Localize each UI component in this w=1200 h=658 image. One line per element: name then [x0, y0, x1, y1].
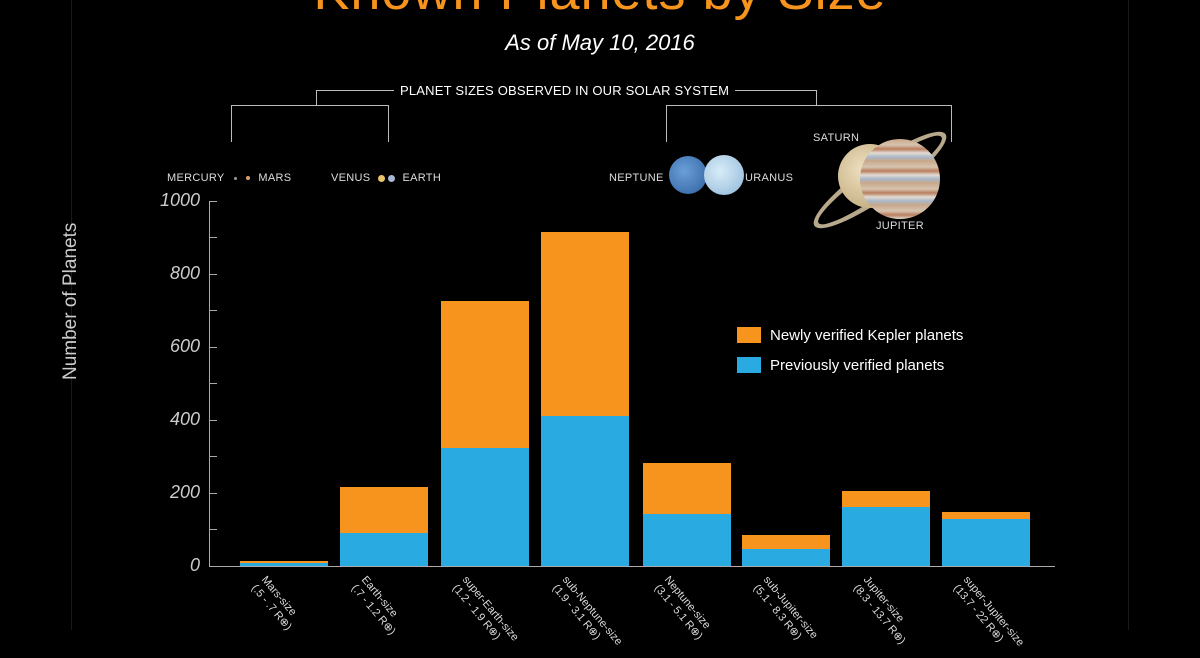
chart-title: Known Planets by Size	[0, 0, 1200, 22]
mars-icon	[246, 176, 251, 181]
mercury-label: MERCURY	[167, 172, 225, 184]
legend-item-previously: Previously verified planets	[737, 350, 963, 380]
bar-sub-neptune-size	[541, 232, 629, 566]
x-tick-label: super-Earth-size (1.2 - 1.9 R⊕)	[449, 574, 521, 644]
bar-super-earth-size	[441, 301, 529, 566]
bar-sub-jupiter-size	[742, 535, 830, 566]
chart-subtitle: As of May 10, 2016	[505, 30, 695, 55]
y-tick-label: 800	[169, 263, 200, 283]
jupiter-icon	[860, 139, 940, 219]
y-axis-label: Number of Planets	[60, 222, 81, 380]
legend-item-newly: Newly verified Kepler planets	[737, 320, 963, 350]
x-tick-label: sub-Neptune-size (1.9 - 3.1 R⊕)	[549, 574, 625, 648]
bracket-label: PLANET SIZES OBSERVED IN OUR SOLAR SYSTE…	[394, 83, 736, 98]
x-tick-label: Neptune-size (3.1 - 5.1 R⊕)	[651, 574, 713, 643]
bar-earth-size	[340, 487, 428, 566]
bar-super-jupiter-size	[942, 512, 1030, 566]
mars-label: MARS	[258, 172, 292, 184]
x-tick-label: Jupiter-size (8.3 - 13.7 R⊕)	[850, 574, 908, 647]
uranus-label: URANUS	[745, 172, 794, 184]
y-tick-label: 200	[169, 482, 200, 502]
x-tick-label: sub-Jupiter-size (5.1 - 8.3 R⊕)	[750, 574, 820, 643]
bar-jupiter-size	[842, 491, 930, 566]
y-axis-line	[209, 201, 210, 567]
y-tick-label: 0	[189, 555, 200, 575]
x-tick-label: Earth-size (.7 - 1.2 R⊕)	[348, 574, 400, 638]
saturn-label: SATURN	[813, 132, 860, 144]
right-frame-edge	[1128, 0, 1129, 630]
bar-mars-size	[240, 561, 328, 566]
neptune-label: NEPTUNE	[609, 172, 664, 184]
neptune-icon	[669, 156, 707, 194]
venus-icon	[377, 174, 385, 182]
y-tick-label: 600	[169, 336, 200, 356]
mercury-icon	[233, 176, 237, 180]
x-axis-line	[209, 566, 1055, 567]
venus-label: VENUS	[331, 172, 371, 184]
mercury-mars-group: MERCURY MARS	[167, 172, 291, 184]
legend-swatch-blue	[737, 357, 761, 373]
bar-neptune-size	[643, 463, 731, 566]
uranus-icon	[704, 155, 744, 195]
legend: Newly verified Kepler planets Previously…	[737, 320, 963, 380]
x-tick-label: Mars-size (.5 - .7 R⊕)	[248, 574, 299, 633]
venus-earth-group: VENUS EARTH	[331, 172, 441, 184]
earth-icon	[388, 174, 396, 182]
y-tick-label: 400	[169, 409, 200, 429]
legend-swatch-orange	[737, 327, 761, 343]
jupiter-label: JUPITER	[876, 220, 924, 232]
y-tick-label: 1000	[159, 190, 200, 210]
earth-label: EARTH	[402, 172, 442, 184]
x-tick-label: super-Jupiter-size (13.7 - 22 R⊕)	[950, 574, 1027, 649]
left-frame-edge	[71, 0, 72, 630]
